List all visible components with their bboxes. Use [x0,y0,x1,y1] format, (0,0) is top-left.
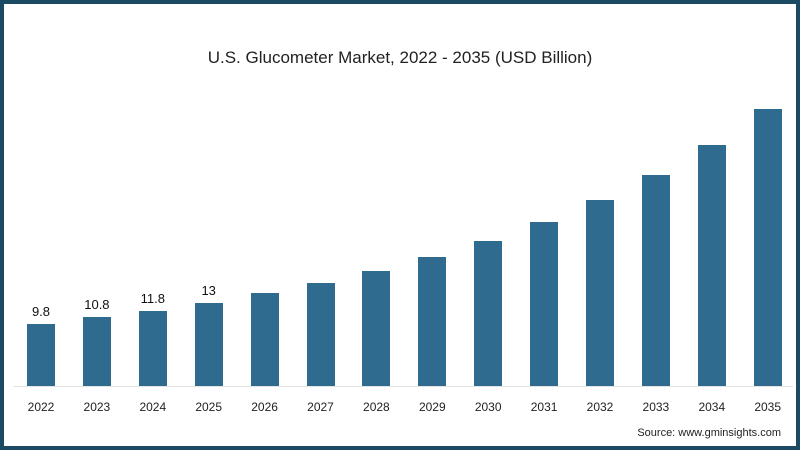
x-tick-label: 2025 [195,400,223,414]
bar-2027 [306,283,335,386]
bar-2032 [586,200,614,386]
x-tick-label: 2033 [642,400,670,414]
x-tick-label: 2022 [27,400,55,414]
x-tick-label: 2032 [586,400,614,414]
x-tick-label: 2028 [363,400,390,414]
x-tick-label: 2026 [251,400,278,414]
bar-2035 [753,109,782,386]
bar-2024 [138,311,167,386]
x-tick-label: 2029 [418,400,446,414]
x-tick-label: 2024 [139,400,167,414]
bar-2030 [474,241,503,386]
x-tick-label: 2035 [754,400,782,414]
data-label: 9.8 [31,304,51,319]
bar-2034 [697,145,726,386]
data-label: 13 [201,283,216,298]
x-tick-label: 2023 [83,400,111,414]
chart-title: U.S. Glucometer Market, 2022 - 2035 (USD… [207,48,593,67]
x-tick-label: 2034 [698,400,726,414]
x-axis-line [13,386,793,387]
bar-2022 [27,324,55,386]
x-tick-label: 2027 [307,400,334,414]
source-note: Source: www.gminsights.com [637,427,781,439]
bar-2033 [641,175,670,386]
data-label: 10.8 [84,297,110,312]
bar-2026 [250,293,279,386]
bar-2025 [194,303,223,386]
bar-2028 [362,271,391,386]
data-label: 11.8 [140,291,165,306]
x-tick-label: 2030 [474,400,502,414]
bar-2023 [82,317,111,386]
bar-2031 [530,222,559,386]
x-tick-label: 2031 [530,400,558,414]
bar-2029 [418,257,447,386]
